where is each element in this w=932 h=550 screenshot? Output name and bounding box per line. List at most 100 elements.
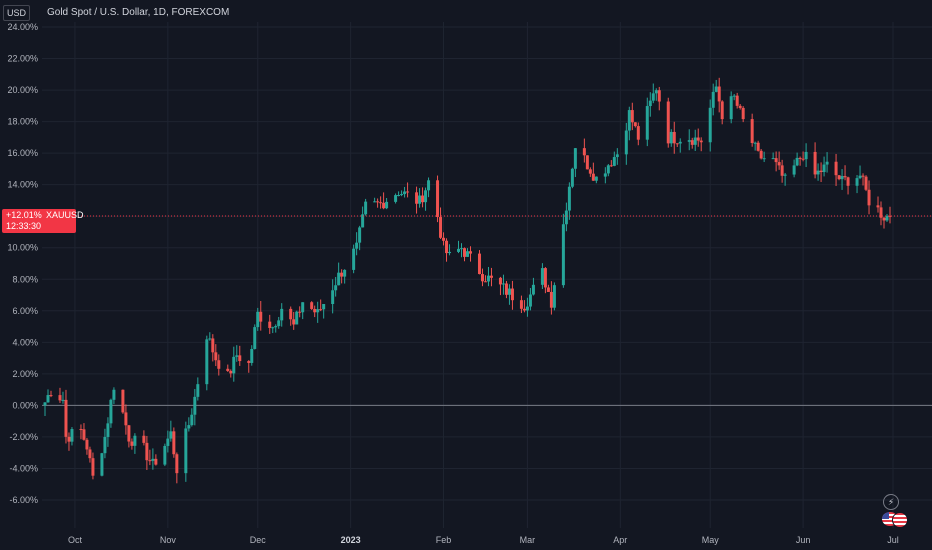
candle-body <box>837 175 841 180</box>
candle-body <box>528 294 532 307</box>
currency-unit-button[interactable]: USD <box>3 5 30 21</box>
candle-body <box>672 131 676 144</box>
candle-body <box>190 414 194 426</box>
x-tick-label: May <box>702 535 720 545</box>
candle-body <box>510 288 514 301</box>
candle-body <box>774 158 778 163</box>
candle-body <box>708 107 712 143</box>
y-tick-label: 18.00% <box>7 117 38 127</box>
candle-body <box>313 308 317 313</box>
candle-body <box>876 205 880 208</box>
candle-body <box>522 308 526 311</box>
candle-body <box>46 395 50 403</box>
candle-body <box>546 287 550 292</box>
candle-body <box>49 395 53 397</box>
candle-body <box>477 253 481 275</box>
candle-body <box>397 195 401 197</box>
candle-body <box>133 435 137 446</box>
lightning-icon[interactable]: ⚡ <box>883 494 899 510</box>
candle-body <box>364 201 368 215</box>
candle-body <box>552 285 556 308</box>
candle-body <box>783 174 787 176</box>
candle-body <box>436 180 440 218</box>
candle-body <box>373 201 377 203</box>
candle-body <box>460 248 464 250</box>
candle-body <box>337 272 341 286</box>
candle-body <box>64 399 68 437</box>
candle-body <box>376 201 380 203</box>
candle-body <box>340 272 344 277</box>
candle-body <box>379 202 383 204</box>
candle-body <box>214 352 218 361</box>
candle-body <box>235 355 239 357</box>
y-tick-label: 4.00% <box>12 337 38 347</box>
x-tick-label: Mar <box>520 535 536 545</box>
candle-body <box>525 306 529 311</box>
price-badge[interactable]: +12.01% XAUUSD 12:33:30 <box>2 209 84 234</box>
candle-body <box>696 137 700 141</box>
candle-body <box>184 428 188 474</box>
candle-body <box>498 277 502 285</box>
candle-body <box>762 158 766 160</box>
candle-body <box>172 431 176 455</box>
candle-body <box>355 242 359 249</box>
candle-body <box>205 339 209 385</box>
candle-body <box>501 283 505 285</box>
candle-body <box>352 248 356 270</box>
candle-body <box>780 165 784 176</box>
candle-body <box>795 157 799 166</box>
x-tick-label: Dec <box>250 535 267 545</box>
candle-body <box>687 140 691 142</box>
candle-body <box>792 165 796 175</box>
candle-body <box>591 173 595 181</box>
candle-body <box>61 399 65 401</box>
candle-body <box>675 143 679 145</box>
candle-body <box>145 442 149 461</box>
chart-title: Gold Spot / U.S. Dollar, 1D, FOREXCOM <box>47 7 229 18</box>
candle-body <box>735 95 739 106</box>
candle-body <box>406 191 410 193</box>
candle-body <box>298 311 302 313</box>
candle-body <box>540 268 544 285</box>
x-tick-label: Jun <box>796 535 811 545</box>
candle-body <box>109 399 113 424</box>
y-tick-label: 0.00% <box>12 400 38 410</box>
candle-body <box>711 91 715 108</box>
candle-body <box>415 192 419 204</box>
candle-body <box>253 327 257 349</box>
y-tick-label: 20.00% <box>7 85 38 95</box>
candle-body <box>124 412 128 426</box>
candle-body <box>316 309 320 313</box>
candle-body <box>418 195 422 204</box>
x-tick-label: Feb <box>436 535 452 545</box>
candle-body <box>741 107 745 120</box>
candle-body <box>612 157 616 166</box>
candle-body <box>561 224 565 286</box>
candle-body <box>208 338 212 340</box>
candle-body <box>861 175 865 177</box>
candle-body <box>693 137 697 145</box>
candle-body <box>103 436 107 454</box>
candle-body <box>582 148 586 156</box>
candle-body <box>822 164 826 173</box>
candle-body <box>256 311 260 328</box>
candle-body <box>193 396 197 415</box>
candle-body <box>771 158 775 160</box>
candle-body <box>85 439 89 450</box>
candle-body <box>292 319 296 325</box>
candle-body <box>310 302 314 309</box>
candle-body <box>163 445 167 465</box>
candle-body <box>885 215 889 221</box>
candle-body <box>457 248 461 252</box>
candlestick-series <box>43 77 892 484</box>
candle-body <box>834 161 838 176</box>
candle-body <box>879 207 883 218</box>
candle-body <box>594 176 598 181</box>
badge-countdown: 12:33:30 <box>6 221 41 231</box>
candle-body <box>816 170 820 175</box>
candle-body <box>666 101 670 144</box>
candle-body <box>603 173 607 177</box>
candle-body <box>175 454 179 474</box>
candle-body <box>654 90 658 94</box>
